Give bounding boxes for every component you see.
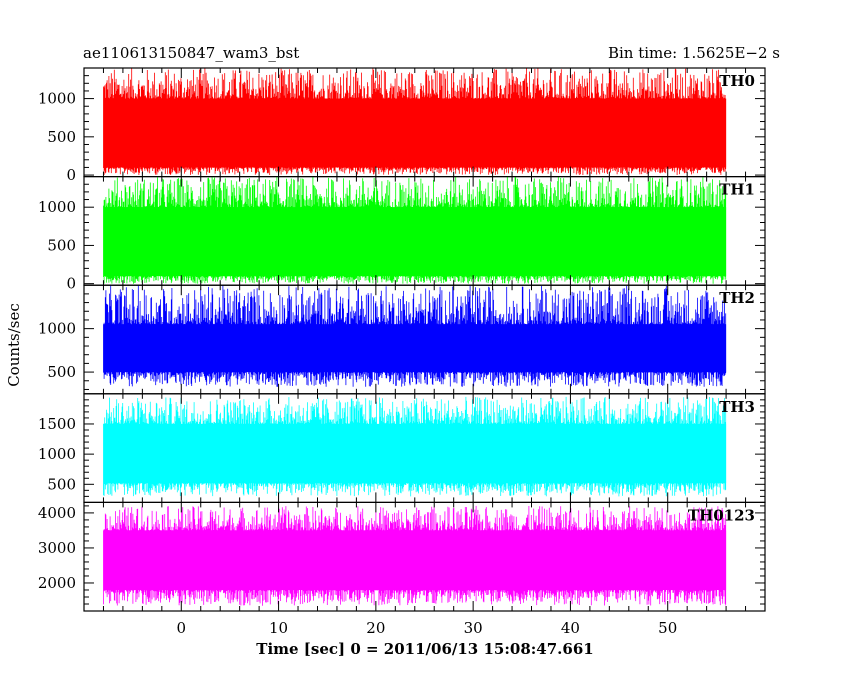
series-th0	[103, 68, 727, 175]
series-spikes-th2	[103, 285, 727, 387]
series-spikes-th1	[103, 176, 727, 284]
series-th3	[103, 396, 727, 497]
panel-label-th1: TH1	[719, 181, 755, 199]
panel-label-th3: TH3	[719, 398, 755, 416]
x-tick-label: 40	[561, 619, 580, 637]
panel-label-th2: TH2	[719, 289, 755, 307]
x-axis-label: Time [sec] 0 = 2011/06/13 15:08:47.661	[256, 640, 594, 658]
y-tick-label: 500	[47, 475, 76, 493]
x-tick-label: 0	[177, 619, 187, 637]
y-tick-label: 3000	[38, 539, 76, 557]
series-th1	[103, 176, 727, 284]
panel-frame-th0123	[83, 501, 766, 612]
y-tick-label: 1000	[38, 320, 76, 338]
y-tick-label: 4000	[38, 504, 76, 522]
series-spikes-th0	[103, 68, 727, 175]
y-tick-label: 500	[47, 236, 76, 254]
panel-label-th0: TH0	[719, 72, 755, 90]
plot-title: ae110613150847_wam3_bst	[83, 44, 300, 62]
panel-label-th0123: TH0123	[688, 506, 755, 524]
series-th2	[103, 285, 727, 387]
y-tick-label: 0	[66, 166, 76, 184]
x-tick-label: 10	[269, 619, 288, 637]
y-tick-label: 1000	[38, 90, 76, 108]
bin-time-label: Bin time: 1.5625E−2 s	[607, 44, 780, 62]
y-tick-label: 2000	[38, 574, 76, 592]
y-axis-label: Counts/sec	[5, 303, 23, 387]
y-tick-label: 1500	[38, 415, 76, 433]
x-tick-label: 30	[464, 619, 483, 637]
y-tick-label: 1000	[38, 445, 76, 463]
series-th0123	[103, 505, 727, 606]
series-spikes-th0123	[103, 505, 727, 606]
y-tick-label: 500	[47, 363, 76, 381]
series-spikes-th3	[103, 396, 727, 497]
x-tick-label: 20	[366, 619, 385, 637]
y-tick-label: 0	[66, 275, 76, 293]
y-tick-label: 500	[47, 128, 76, 146]
x-tick-label: 50	[658, 619, 677, 637]
y-tick-label: 1000	[38, 198, 76, 216]
